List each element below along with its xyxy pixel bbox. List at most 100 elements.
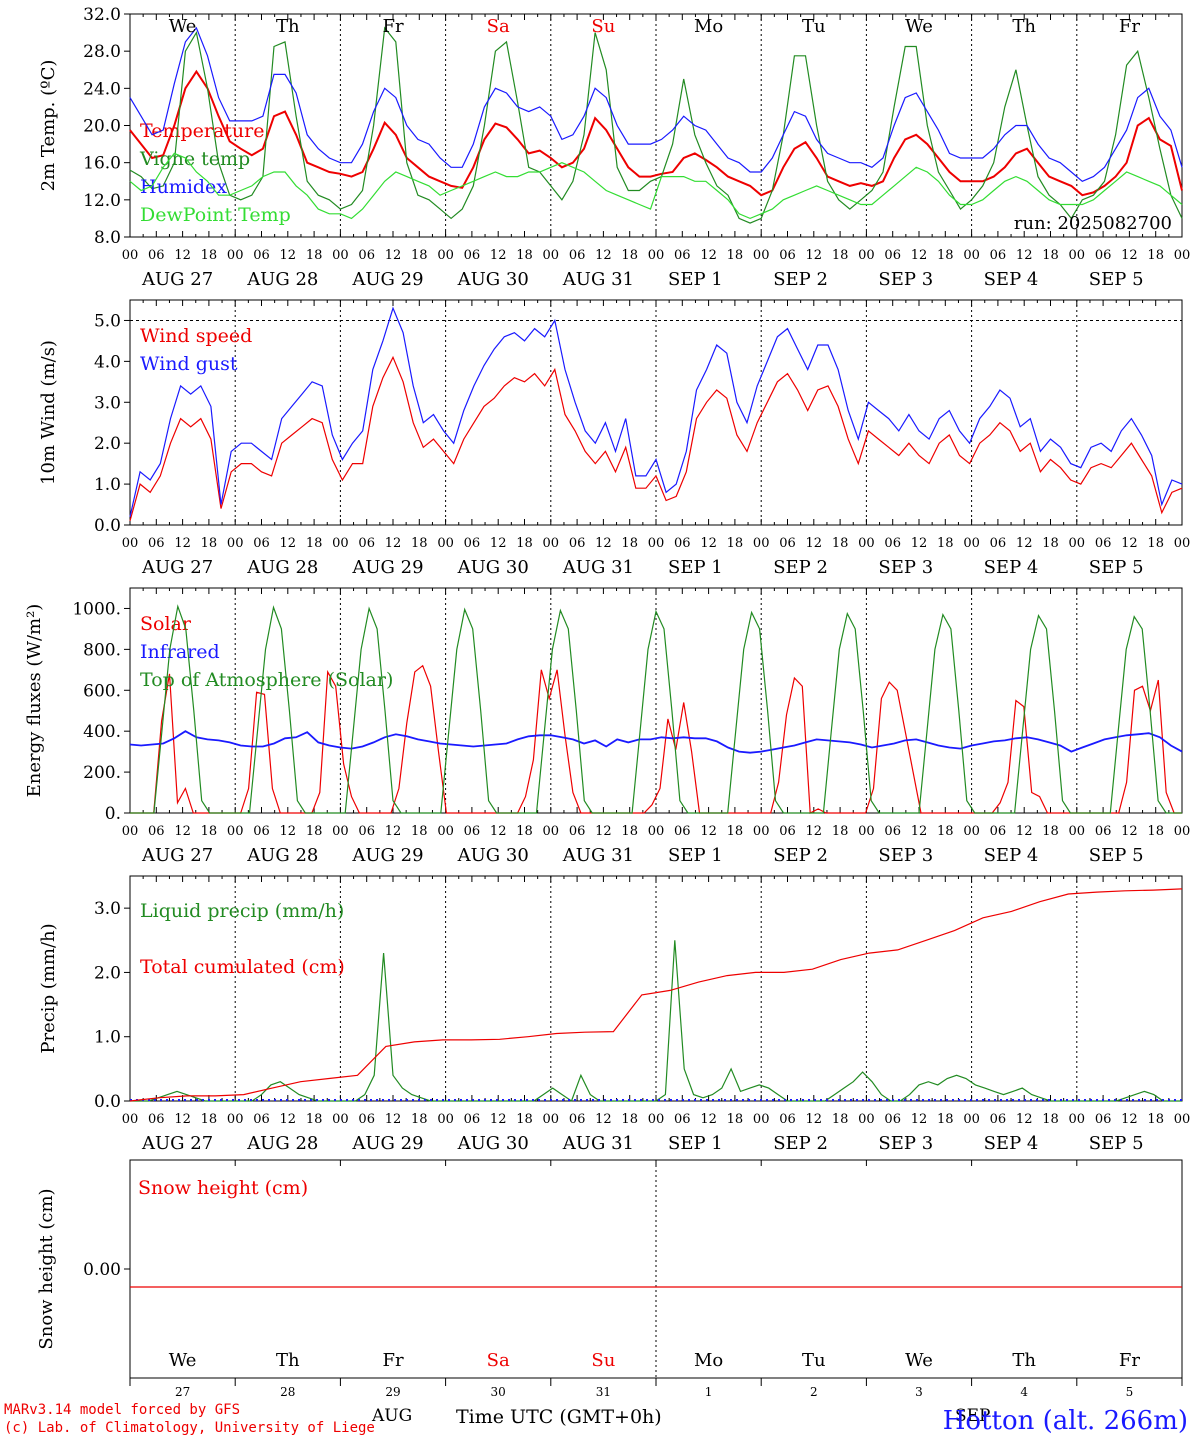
day-label: AUG 30 <box>457 1133 529 1154</box>
month-sep: SEP <box>955 1406 991 1426</box>
weekday-label: Fr <box>382 16 403 37</box>
hour-tick-label: 00 <box>963 824 980 839</box>
day-label: SEP 3 <box>878 1133 933 1154</box>
y-axis-label: Energy fluxes (W/m²) <box>24 604 45 798</box>
hour-tick-label: 12 <box>595 1112 612 1127</box>
hour-tick-label: 00 <box>437 248 454 263</box>
day-label: AUG 27 <box>141 269 213 290</box>
hour-tick-label: 06 <box>884 536 901 551</box>
hour-tick-label: 18 <box>937 1112 954 1127</box>
hour-tick-label: 00 <box>122 824 139 839</box>
hour-tick-label: 06 <box>674 1112 691 1127</box>
hour-tick-label: 00 <box>437 1112 454 1127</box>
hour-tick-label: 12 <box>806 248 823 263</box>
series-line <box>130 940 1182 1102</box>
hour-tick-label: 12 <box>700 248 717 263</box>
hour-tick-label: 00 <box>858 1112 875 1127</box>
day-label: AUG 30 <box>457 269 529 290</box>
y-tick-label: 1000. <box>72 599 121 619</box>
hour-tick-label: 06 <box>1095 536 1112 551</box>
hour-tick-label: 12 <box>490 248 507 263</box>
hour-tick-label: 00 <box>122 536 139 551</box>
hour-tick-label: 06 <box>148 1112 165 1127</box>
hour-tick-label: 06 <box>779 248 796 263</box>
hour-tick-label: 12 <box>1016 536 1033 551</box>
day-label: SEP 2 <box>773 557 828 578</box>
hour-tick-label: 18 <box>937 248 954 263</box>
hour-tick-label: 06 <box>990 536 1007 551</box>
y-tick-label: 2.0 <box>94 434 121 454</box>
series-line <box>129 355 1183 522</box>
hour-tick-label: 06 <box>358 536 375 551</box>
y-tick-label: 600. <box>83 681 121 701</box>
y-tick-label: 24.0 <box>83 79 121 99</box>
hour-tick-label: 18 <box>1147 248 1164 263</box>
hour-tick-label: 12 <box>595 536 612 551</box>
hour-tick-label: 06 <box>569 824 586 839</box>
hour-tick-label: 12 <box>595 824 612 839</box>
day-label: AUG 27 <box>141 845 213 866</box>
hour-tick-label: 18 <box>201 248 218 263</box>
hour-tick-label: 06 <box>990 824 1007 839</box>
day-number-label: 1 <box>705 1385 713 1399</box>
hour-tick-label: 12 <box>700 536 717 551</box>
hour-tick-label: 06 <box>569 248 586 263</box>
hour-tick-label: 06 <box>884 824 901 839</box>
hour-tick-label: 18 <box>1042 536 1059 551</box>
hour-tick-label: 12 <box>174 536 191 551</box>
hour-tick-label: 18 <box>937 824 954 839</box>
day-label: SEP 3 <box>878 557 933 578</box>
hour-tick-label: 12 <box>385 824 402 839</box>
time-axis-label: Time UTC (GMT+0h) <box>456 1406 662 1428</box>
day-number-label: 4 <box>1020 1385 1028 1399</box>
hour-tick-label: 06 <box>358 1112 375 1127</box>
hour-tick-label: 06 <box>358 824 375 839</box>
hour-tick-label: 00 <box>332 248 349 263</box>
y-tick-label: 800. <box>83 640 121 660</box>
weekday-label: We <box>905 16 933 37</box>
day-label: SEP 4 <box>984 269 1039 290</box>
weekday-label: We <box>169 1350 197 1371</box>
hour-tick-label: 06 <box>990 1112 1007 1127</box>
hour-tick-label: 06 <box>674 824 691 839</box>
y-tick-label: 1.0 <box>94 475 121 495</box>
hour-tick-label: 00 <box>963 248 980 263</box>
weekday-label: Su <box>591 1350 615 1371</box>
day-label: SEP 4 <box>984 557 1039 578</box>
y-tick-label: 0.00 <box>83 1260 121 1280</box>
hour-tick-label: 00 <box>543 536 560 551</box>
hour-tick-label: 00 <box>963 1112 980 1127</box>
day-label: SEP 5 <box>1089 845 1144 866</box>
hour-tick-label: 12 <box>806 824 823 839</box>
hour-tick-label: 12 <box>490 1112 507 1127</box>
series-line <box>129 730 1183 754</box>
y-tick-label: 0. <box>105 804 121 824</box>
hour-tick-label: 18 <box>411 1112 428 1127</box>
hour-tick-label: 00 <box>437 824 454 839</box>
hour-tick-label: 06 <box>884 248 901 263</box>
hour-tick-label: 06 <box>1095 248 1112 263</box>
hour-tick-label: 06 <box>569 1112 586 1127</box>
hour-tick-label: 12 <box>280 824 297 839</box>
hour-tick-label: 18 <box>306 536 323 551</box>
hour-tick-label: 12 <box>280 536 297 551</box>
hour-tick-label: 06 <box>464 1112 481 1127</box>
hour-tick-label: 12 <box>174 1112 191 1127</box>
hour-tick-label: 12 <box>385 1112 402 1127</box>
legend-entry: Infrared <box>140 641 220 663</box>
hour-tick-label: 06 <box>1095 824 1112 839</box>
hour-tick-label: 06 <box>148 536 165 551</box>
day-number-label: 29 <box>385 1385 400 1399</box>
hour-tick-label: 00 <box>648 536 665 551</box>
hour-tick-label: 18 <box>832 248 849 263</box>
hour-tick-label: 18 <box>621 1112 638 1127</box>
hour-tick-label: 12 <box>595 248 612 263</box>
hour-tick-label: 06 <box>674 248 691 263</box>
hour-tick-label: 00 <box>753 824 770 839</box>
day-label: SEP 2 <box>773 269 828 290</box>
hour-tick-label: 12 <box>1016 1112 1033 1127</box>
y-tick-label: 1.0 <box>94 1028 121 1048</box>
weekday-label: Sa <box>487 1350 510 1371</box>
hour-tick-label: 06 <box>779 824 796 839</box>
weekday-label: Mo <box>694 16 723 37</box>
